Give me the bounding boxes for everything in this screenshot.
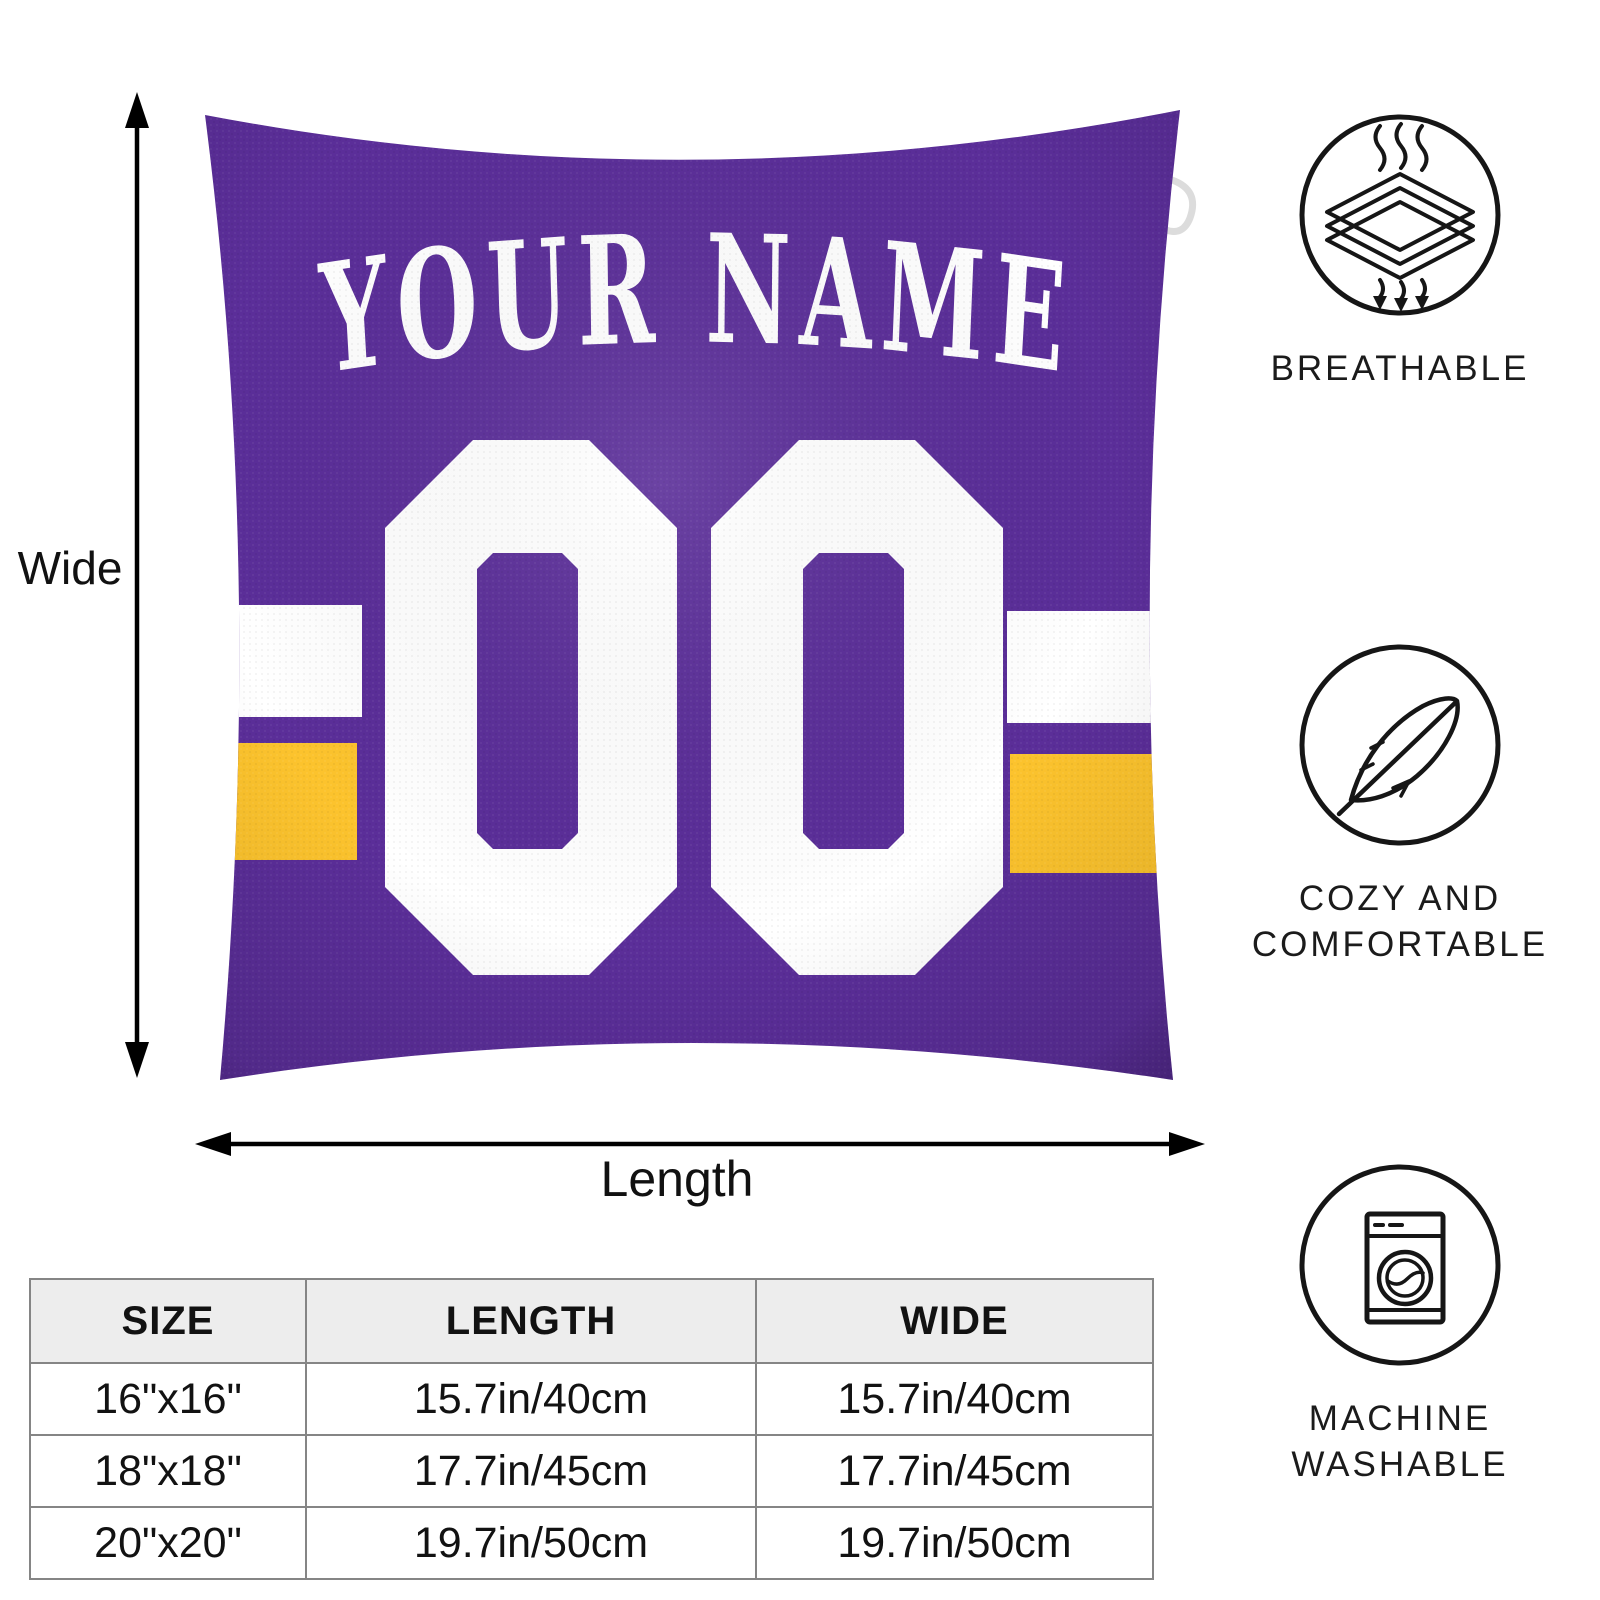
feature-label: BREATHABLE <box>1270 349 1530 388</box>
jersey-number-value: 00 <box>0 0 1 1</box>
length-cell: 15.7in/40cm <box>305 1362 757 1436</box>
table-row: 16"x16" 15.7in/40cm 15.7in/40cm <box>29 1362 1154 1436</box>
size-chart-table: SIZE LENGTH WIDE 16"x16" 15.7in/40cm 15.… <box>29 1278 1154 1580</box>
length-dimension-arrow <box>195 1132 1205 1156</box>
breathable-fabric-icon <box>1299 114 1501 316</box>
col-header-length: LENGTH <box>305 1278 757 1364</box>
table-row: 20"x20" 19.7in/50cm 19.7in/50cm <box>29 1506 1154 1580</box>
fabric-shading-overlay <box>205 110 1180 1080</box>
pillow-image: YOUR NAME <box>205 110 1197 1080</box>
washing-machine-icon <box>1299 1164 1501 1366</box>
wide-cell: 15.7in/40cm <box>755 1362 1154 1436</box>
size-cell: 16"x16" <box>29 1362 307 1436</box>
arrow-left-icon <box>195 1132 231 1156</box>
size-cell: 18"x18" <box>29 1434 307 1508</box>
arrow-down-icon <box>125 1042 149 1078</box>
table-row: 18"x18" 17.7in/45cm 17.7in/45cm <box>29 1434 1154 1508</box>
feature-label: COZY AND <box>1298 879 1502 918</box>
length-cell: 19.7in/50cm <box>305 1506 757 1580</box>
wide-dimension-label: Wide <box>17 542 123 594</box>
arrow-right-icon <box>1169 1132 1205 1156</box>
feature-breathable: BREATHABLE <box>1230 110 1570 392</box>
table-header-row: SIZE LENGTH WIDE <box>29 1278 1154 1364</box>
length-dimension-label: Length <box>600 1151 754 1207</box>
wide-cell: 17.7in/45cm <box>755 1434 1154 1508</box>
feature-cozy: COZY AND COMFORTABLE <box>1230 640 1570 968</box>
col-header-size: SIZE <box>29 1278 307 1364</box>
feature-label: MACHINE <box>1308 1399 1492 1438</box>
arrow-up-icon <box>125 92 149 128</box>
size-cell: 20"x20" <box>29 1506 307 1580</box>
feather-icon <box>1299 644 1501 846</box>
col-header-wide: WIDE <box>755 1278 1154 1364</box>
length-cell: 17.7in/45cm <box>305 1434 757 1508</box>
wide-cell: 19.7in/50cm <box>755 1506 1154 1580</box>
feature-label: COMFORTABLE <box>1251 925 1549 964</box>
zipper-pull-icon <box>1162 176 1197 235</box>
feature-label: WASHABLE <box>1291 1445 1509 1484</box>
feature-machine-washable: MACHINE WASHABLE <box>1230 1160 1570 1488</box>
wide-dimension-arrow <box>125 92 149 1078</box>
